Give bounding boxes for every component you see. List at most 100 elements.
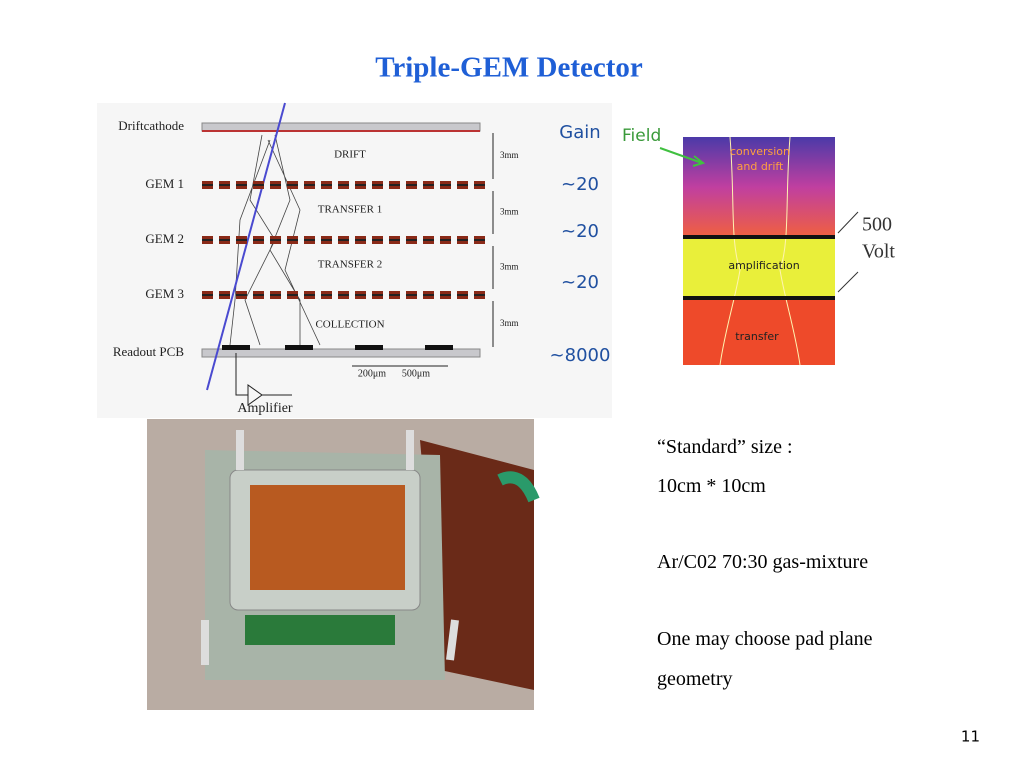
gap-label: TRANSFER 2 [318,259,383,271]
gain-value: ~20 [561,272,599,293]
gap-label: DRIFT [334,149,366,161]
gem-copper [389,239,400,241]
field-lines [719,136,801,366]
transfer-region [683,298,835,365]
region-label: amplification [728,259,799,272]
gem-copper [355,184,366,186]
gem-copper [270,294,281,296]
gap-label: TRANSFER 1 [318,204,383,216]
particle-track [206,102,286,391]
text-line: “Standard” size : [657,436,793,458]
gem-copper [270,184,281,186]
gain-header: Gain [559,122,600,143]
gem-copper [219,184,230,186]
gem-copper [270,239,281,241]
gem-copper [372,294,383,296]
amplification-region [683,237,835,298]
pad [355,345,383,350]
layer-label: Readout PCB [113,344,184,359]
gem-copper [321,294,332,296]
gem-copper [423,184,434,186]
volt-line [837,271,859,293]
gain-value: ~20 [561,221,599,242]
gem-copper [287,184,298,186]
post [446,619,459,661]
gem-copper [457,239,468,241]
gap-size: 3mm [500,207,519,217]
gem-copper [219,294,230,296]
gem-copper [236,239,247,241]
gem-copper [440,184,451,186]
gem-copper [338,239,349,241]
gem-copper [389,294,400,296]
gem-copper [219,239,230,241]
gem-copper [423,294,434,296]
text-line: Ar/C02 70:30 gas-mixture [657,551,868,573]
readout-pcb [201,348,481,358]
gem-copper [338,294,349,296]
layer-label: GEM 1 [145,176,184,191]
drift-cathode [201,122,481,132]
text-line: 10cm * 10cm [657,475,766,497]
readout-strip [245,615,395,645]
gem-copper [236,184,247,186]
gem-copper [236,294,247,296]
page-number: 11 [961,728,980,746]
gap-label: COLLECTION [315,319,384,331]
gain-value: ~8000 [550,345,611,366]
gem-copper [304,184,315,186]
body-text: “Standard” size : 10cm * 10cm Ar/C02 70:30… [657,436,873,690]
layer-label: Driftcathode [118,118,184,133]
field-label: Field [622,126,661,146]
pad [425,345,453,350]
gap-size: 3mm [500,318,519,328]
gem-copper [355,294,366,296]
gem-copper [304,239,315,241]
gem-copper [338,184,349,186]
pad [222,345,250,350]
pad [285,345,313,350]
gem-copper [321,184,332,186]
gem-copper [287,294,298,296]
layer-label: GEM 2 [145,231,184,246]
region-label: transfer [735,330,779,343]
volt-line [837,211,859,234]
gem-foil [250,485,405,590]
slide-title: Triple-GEM Detector [375,52,643,84]
gem-copper [406,239,417,241]
dim-label: 500μm [402,368,430,379]
gem-copper [389,184,400,186]
amplifier-symbol [235,353,292,406]
dim-label: 200μm [358,368,386,379]
detector-photo [147,419,540,710]
gem-copper [253,294,264,296]
layer-label: GEM 3 [145,286,184,301]
gem-copper [440,239,451,241]
drift-region [683,137,835,237]
voltage-label: Volt [862,241,895,263]
amplifier-label: Amplifier [237,401,293,416]
field-arrow [659,147,706,167]
gem-copper [202,184,213,186]
gem-copper [423,239,434,241]
gem-copper [474,184,485,186]
text-line: One may choose pad plane [657,628,873,650]
gap-size: 3mm [500,150,519,160]
gain-value: ~20 [561,174,599,195]
gem-copper [321,239,332,241]
region-label: and drift [737,160,784,173]
pliers [497,471,540,503]
gem-copper [474,239,485,241]
gem-copper [457,294,468,296]
gem-copper [253,184,264,186]
gap-size: 3mm [500,262,519,272]
text-line: geometry [657,668,733,690]
field-panel: conversion and drift amplification trans… [622,126,895,366]
gem-copper [372,239,383,241]
gem-copper [440,294,451,296]
voltage-label: 500 [862,214,892,236]
gem-copper [202,294,213,296]
gem-copper [202,239,213,241]
gem-copper [304,294,315,296]
